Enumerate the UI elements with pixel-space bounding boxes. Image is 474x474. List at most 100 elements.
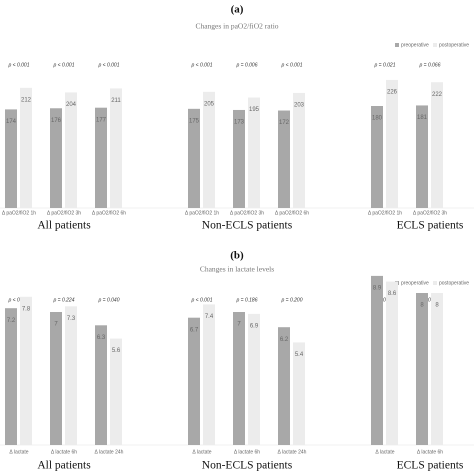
- bar: [416, 293, 428, 445]
- value-label: 177: [96, 117, 107, 123]
- legend-swatch: [433, 281, 437, 285]
- bar: [188, 108, 200, 208]
- value-label: 7.3: [67, 316, 76, 322]
- bar: [95, 325, 107, 445]
- panel-title: (b): [230, 250, 244, 262]
- p-value: p = 0.186: [236, 297, 258, 303]
- p-value: p = 0.724: [374, 297, 396, 303]
- p-value: p = 0.021: [374, 62, 396, 68]
- value-label: 180: [372, 116, 383, 122]
- category-label: Δ paO2/fiO2 1h: [185, 210, 219, 216]
- value-label: 8: [435, 303, 439, 309]
- bar: [5, 308, 17, 445]
- category-label: Δ lactate 24h: [95, 449, 124, 455]
- category-label: Δ lactate 6h: [417, 449, 443, 455]
- bar: [371, 275, 383, 445]
- p-value: p < 0.001: [191, 297, 213, 303]
- category-label: Δ paO2/fiO2 6h: [275, 210, 309, 216]
- category-label: Δ lactate 6h: [51, 449, 77, 455]
- value-label: 222: [432, 92, 443, 98]
- category-label: Δ lactate: [9, 449, 28, 455]
- bar: [293, 92, 305, 208]
- value-label: 172: [279, 120, 290, 126]
- value-label: 226: [387, 90, 398, 96]
- p-value: p = 0.200: [281, 297, 303, 303]
- value-label: 174: [6, 119, 17, 125]
- category-label: Δ lactate: [375, 449, 394, 455]
- bar: [416, 105, 428, 208]
- bar: [110, 88, 122, 208]
- value-label: 8.6: [388, 291, 397, 297]
- value-label: 6.3: [97, 335, 106, 341]
- value-label: 5.4: [295, 352, 304, 358]
- bar: [386, 79, 398, 208]
- p-value: p = 0.224: [419, 297, 441, 303]
- p-value: p < 0.001: [53, 62, 75, 68]
- p-value: p < 0.001: [281, 62, 303, 68]
- panel-title: (a): [231, 4, 244, 16]
- value-label: 205: [204, 101, 215, 107]
- value-label: 6.9: [250, 323, 259, 329]
- value-label: 7.4: [205, 314, 214, 320]
- p-value: p = 0.040: [98, 297, 120, 303]
- p-value: p < 0.001: [98, 62, 120, 68]
- bar: [5, 109, 17, 208]
- bar: [65, 92, 77, 208]
- bar: [203, 304, 215, 445]
- p-value: p < 0.001: [8, 297, 30, 303]
- bar: [371, 106, 383, 208]
- legend-swatch: [395, 43, 399, 47]
- bar: [293, 342, 305, 445]
- legend-label: postoperative: [439, 280, 469, 286]
- bar: [431, 293, 443, 445]
- bar: [50, 312, 62, 445]
- bar: [386, 281, 398, 445]
- bar: [431, 82, 443, 208]
- bar: [20, 296, 32, 445]
- bar: [278, 327, 290, 445]
- bar: [65, 306, 77, 445]
- group-label: All patients: [37, 460, 91, 472]
- bar: [50, 108, 62, 208]
- bar: [203, 91, 215, 208]
- value-label: 6.7: [190, 327, 199, 333]
- value-label: 181: [417, 115, 428, 121]
- category-label: Δ paO2/fiO2 3h: [413, 210, 447, 216]
- legend-label: preoperative: [401, 42, 429, 48]
- bar: [188, 317, 200, 445]
- bar: [278, 110, 290, 208]
- bar: [95, 107, 107, 208]
- value-label: 8: [420, 303, 424, 309]
- bar: [233, 109, 245, 208]
- bar: [248, 313, 260, 445]
- bar: [248, 97, 260, 208]
- panel-subtitle: Changes in paO2/fiO2 ratio: [195, 22, 278, 31]
- legend-label: preoperative: [401, 280, 429, 286]
- value-label: 203: [294, 103, 305, 109]
- value-label: 173: [234, 120, 245, 126]
- category-label: Δ lactate 6h: [234, 449, 260, 455]
- legend-label: postoperative: [439, 42, 469, 48]
- group-label: All patients: [37, 220, 91, 232]
- value-label: 5.6: [112, 348, 121, 354]
- bar: [110, 338, 122, 445]
- category-label: Δ paO2/fiO2 3h: [230, 210, 264, 216]
- group-label: Non-ECLS patients: [202, 460, 293, 472]
- group-label: Non-ECLS patients: [202, 220, 293, 232]
- value-label: 175: [189, 118, 200, 124]
- bar: [20, 87, 32, 208]
- p-value: p = 0.006: [236, 62, 258, 68]
- category-label: Δ paO2/fiO2 3h: [47, 210, 81, 216]
- p-value: p = 0.224: [53, 297, 75, 303]
- category-label: Δ lactate: [192, 449, 211, 455]
- value-label: 7: [237, 322, 241, 328]
- category-label: Δ lactate 24h: [278, 449, 307, 455]
- value-label: 7: [54, 322, 58, 328]
- category-label: Δ paO2/fiO2 1h: [2, 210, 36, 216]
- value-label: 8.9: [373, 285, 382, 291]
- value-label: 211: [111, 98, 121, 104]
- legend-swatch: [433, 43, 437, 47]
- p-value: p < 0.001: [191, 62, 213, 68]
- value-label: 195: [249, 107, 260, 113]
